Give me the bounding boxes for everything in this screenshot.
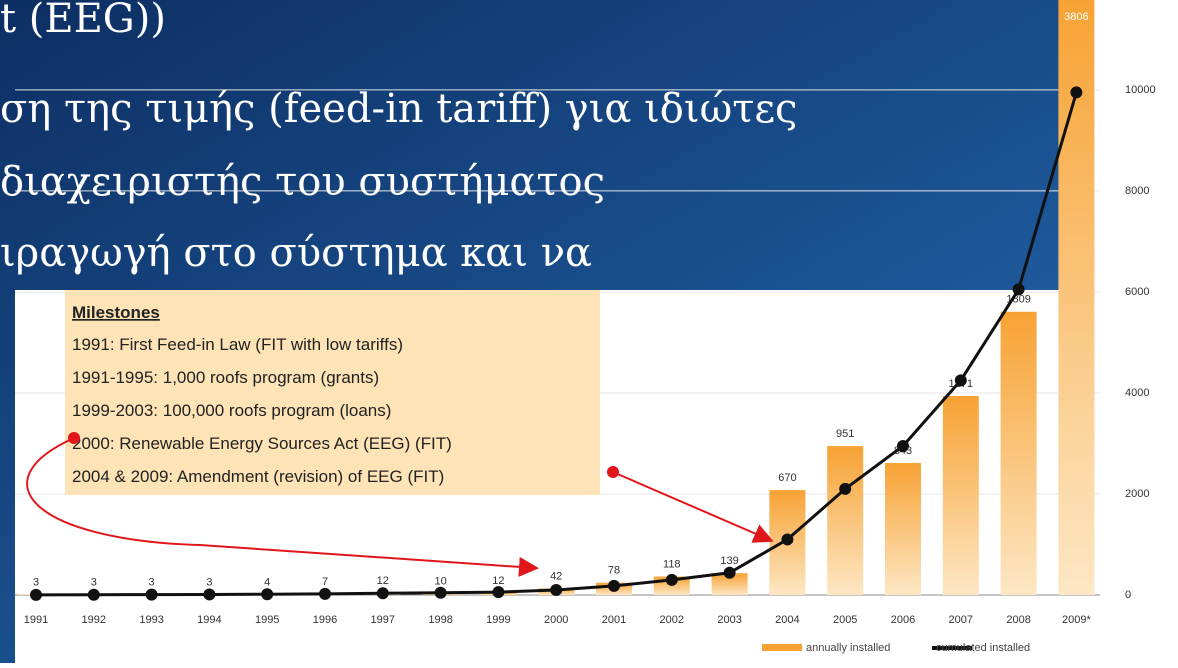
y-tick-label: 6000: [1125, 286, 1149, 298]
point: [435, 587, 447, 599]
point: [146, 589, 158, 601]
point: [724, 567, 736, 579]
milestone: 2000: Renewable Energy Sources Act (EEG)…: [72, 434, 452, 453]
x-tick-label: 2008: [1006, 614, 1030, 626]
value-label: 3: [91, 576, 97, 588]
legend-label: cumulated installed: [936, 642, 1030, 654]
value-label: 3806: [1064, 11, 1088, 23]
point: [608, 580, 620, 592]
x-tick-label: 1991: [24, 614, 48, 626]
legend-label: annually installed: [806, 642, 890, 654]
y-tick-label: 8000: [1125, 185, 1149, 197]
value-label: 3: [33, 576, 39, 588]
x-tick-label: 2000: [544, 614, 568, 626]
value-label: 118: [663, 558, 681, 570]
point: [377, 587, 389, 599]
x-tick-label: 1997: [371, 614, 395, 626]
point: [955, 374, 967, 386]
slide-text: ιραγωγή στο σύστημα και να: [0, 230, 592, 276]
x-tick-label: 2004: [775, 614, 799, 626]
y-tick-label: 0: [1125, 589, 1131, 601]
arrow-dot: [68, 432, 80, 444]
x-tick-label: 2009*: [1062, 614, 1091, 626]
point: [30, 589, 42, 601]
y-tick-label: 10000: [1125, 84, 1156, 96]
point: [88, 589, 100, 601]
milestone: 2004 & 2009: Amendment (revision) of EEG…: [72, 467, 444, 486]
value-label: 139: [720, 555, 738, 567]
bar: [1001, 312, 1037, 595]
point: [781, 533, 793, 545]
slide-text: ση της τιμής (feed-in tariff) για ιδιώτε…: [0, 86, 797, 132]
x-tick-label: 1998: [428, 614, 452, 626]
x-tick-label: 2007: [949, 614, 973, 626]
x-tick-label: 1993: [139, 614, 163, 626]
value-label: 670: [778, 472, 796, 484]
bar: [943, 396, 979, 595]
milestone: 1991: First Feed-in Law (FIT with low ta…: [72, 335, 403, 354]
x-tick-label: 2005: [833, 614, 857, 626]
x-tick-label: 2003: [717, 614, 741, 626]
value-label: 42: [550, 570, 562, 582]
point: [1070, 86, 1082, 98]
milestones-title: Milestones: [72, 303, 160, 322]
milestone: 1991-1995: 1,000 roofs program (grants): [72, 368, 379, 387]
value-label: 3: [206, 576, 212, 588]
point: [1013, 283, 1025, 295]
slide-text: διαχειριστής του συστήματος: [0, 159, 605, 205]
value-label: 4: [264, 576, 270, 588]
x-tick-label: 1995: [255, 614, 279, 626]
value-label: 12: [377, 575, 389, 587]
point: [492, 586, 504, 598]
value-label: 3: [149, 576, 155, 588]
legend-swatch: [762, 644, 802, 651]
arrow-dot: [607, 466, 619, 478]
point: [550, 584, 562, 596]
x-tick-label: 2002: [660, 614, 684, 626]
y-tick-label: 4000: [1125, 387, 1149, 399]
point: [203, 588, 215, 600]
value-label: 12: [492, 575, 504, 587]
bar: [885, 463, 921, 595]
point: [261, 588, 273, 600]
value-label: 78: [608, 565, 620, 577]
y-tick-label: 2000: [1125, 488, 1149, 500]
x-tick-label: 1999: [486, 614, 510, 626]
x-tick-label: 1992: [82, 614, 106, 626]
slide-text: t (EEG)): [0, 0, 166, 42]
value-label: 10: [434, 575, 446, 587]
point: [897, 440, 909, 452]
point: [666, 574, 678, 586]
x-tick-label: 1996: [313, 614, 337, 626]
value-label: 951: [836, 428, 854, 440]
milestone: 1999-2003: 100,000 roofs program (loans): [72, 401, 391, 420]
x-tick-label: 2006: [891, 614, 915, 626]
bar: [827, 446, 863, 595]
point: [839, 483, 851, 495]
x-tick-label: 1994: [197, 614, 221, 626]
x-tick-label: 2001: [602, 614, 626, 626]
point: [319, 588, 331, 600]
value-label: 7: [322, 576, 328, 588]
